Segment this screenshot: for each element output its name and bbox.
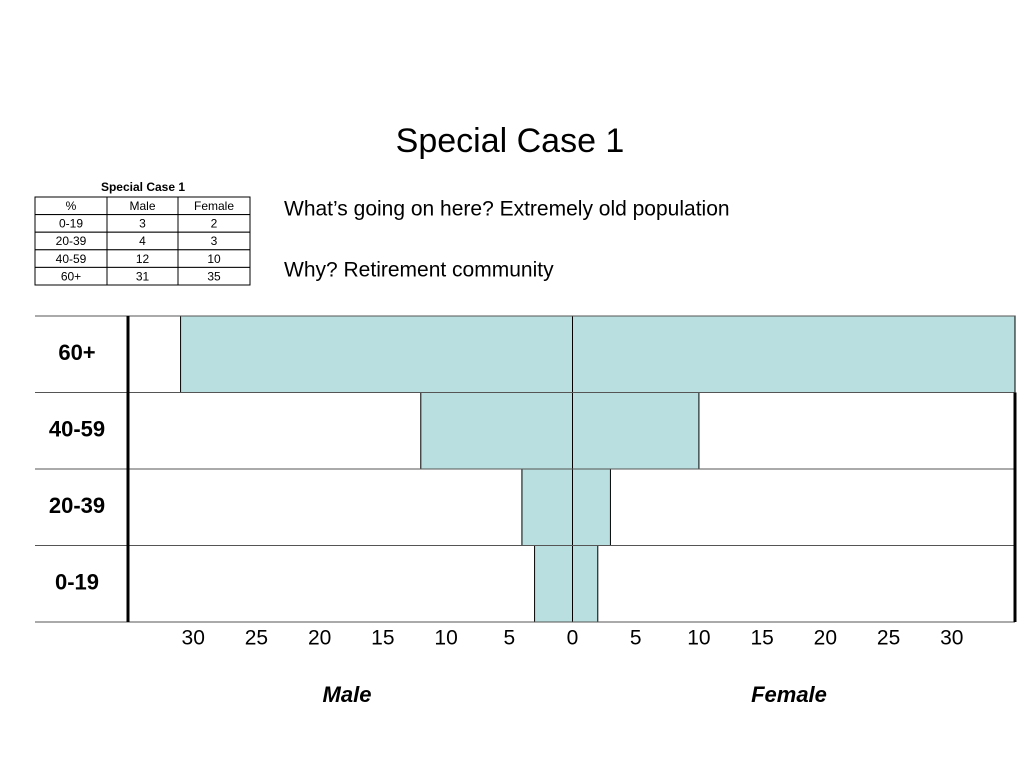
- bar: [180, 315, 573, 393]
- x-tick-label: 10: [434, 627, 457, 650]
- bar: [534, 545, 573, 623]
- x-tick-label: 15: [750, 627, 773, 650]
- x-tick-label: 25: [877, 627, 900, 650]
- table-text: Female: [194, 199, 234, 213]
- x-tick-label: 5: [630, 627, 642, 650]
- table-title: Special Case 1: [101, 180, 185, 194]
- category-label: 0-19: [55, 570, 99, 595]
- table-text: %: [66, 199, 77, 213]
- axis-label: Female: [751, 682, 827, 707]
- x-tick-label: 20: [308, 627, 331, 650]
- category-label: 60+: [58, 340, 95, 365]
- table-text: 0-19: [59, 217, 83, 231]
- table-text: 40-59: [56, 252, 87, 266]
- chart: 60+ 40-59 20-39 0-19 30 25 20 15 10 5 0 5 10 15 20 25 30…: [35, 315, 1017, 707]
- bar: [572, 545, 599, 623]
- table-text: 60+: [61, 269, 81, 283]
- table-text: 31: [136, 269, 150, 283]
- table-text: 20-39: [56, 234, 87, 248]
- x-tick-label: 5: [503, 627, 515, 650]
- note: What’s going on here? Extremely old popu…: [284, 198, 730, 221]
- slide-title: Special Case 1: [396, 122, 625, 160]
- bar: [572, 468, 611, 546]
- category-label: 20-39: [49, 493, 105, 518]
- table-text: 3: [211, 234, 218, 248]
- x-tick-label: 15: [371, 627, 394, 650]
- table: % Male Female 0-19 3 2 20-39 4 3 40-59 12 10 60+ 31 35: [34, 196, 251, 286]
- table-text: 10: [207, 252, 221, 266]
- x-tick-label: 20: [814, 627, 837, 650]
- x-tick-label: 30: [940, 627, 963, 650]
- table-text: 4: [139, 234, 146, 248]
- bar: [521, 468, 574, 546]
- category-label: 40-59: [49, 417, 105, 442]
- table-text: Male: [129, 199, 155, 213]
- axis-label: Male: [323, 682, 372, 707]
- note: Why? Retirement community: [284, 259, 554, 282]
- x-tick-label: 0: [567, 627, 579, 650]
- table-text: 35: [207, 269, 221, 283]
- x-tick-label: 30: [182, 627, 205, 650]
- table-text: 2: [211, 217, 218, 231]
- bar: [572, 315, 1016, 393]
- table-cell: [177, 266, 251, 286]
- bar: [420, 392, 573, 470]
- x-tick-label: 10: [687, 627, 710, 650]
- bar: [572, 392, 700, 470]
- table-text: 3: [139, 217, 146, 231]
- table-text: 12: [136, 252, 150, 266]
- x-tick-label: 25: [245, 627, 268, 650]
